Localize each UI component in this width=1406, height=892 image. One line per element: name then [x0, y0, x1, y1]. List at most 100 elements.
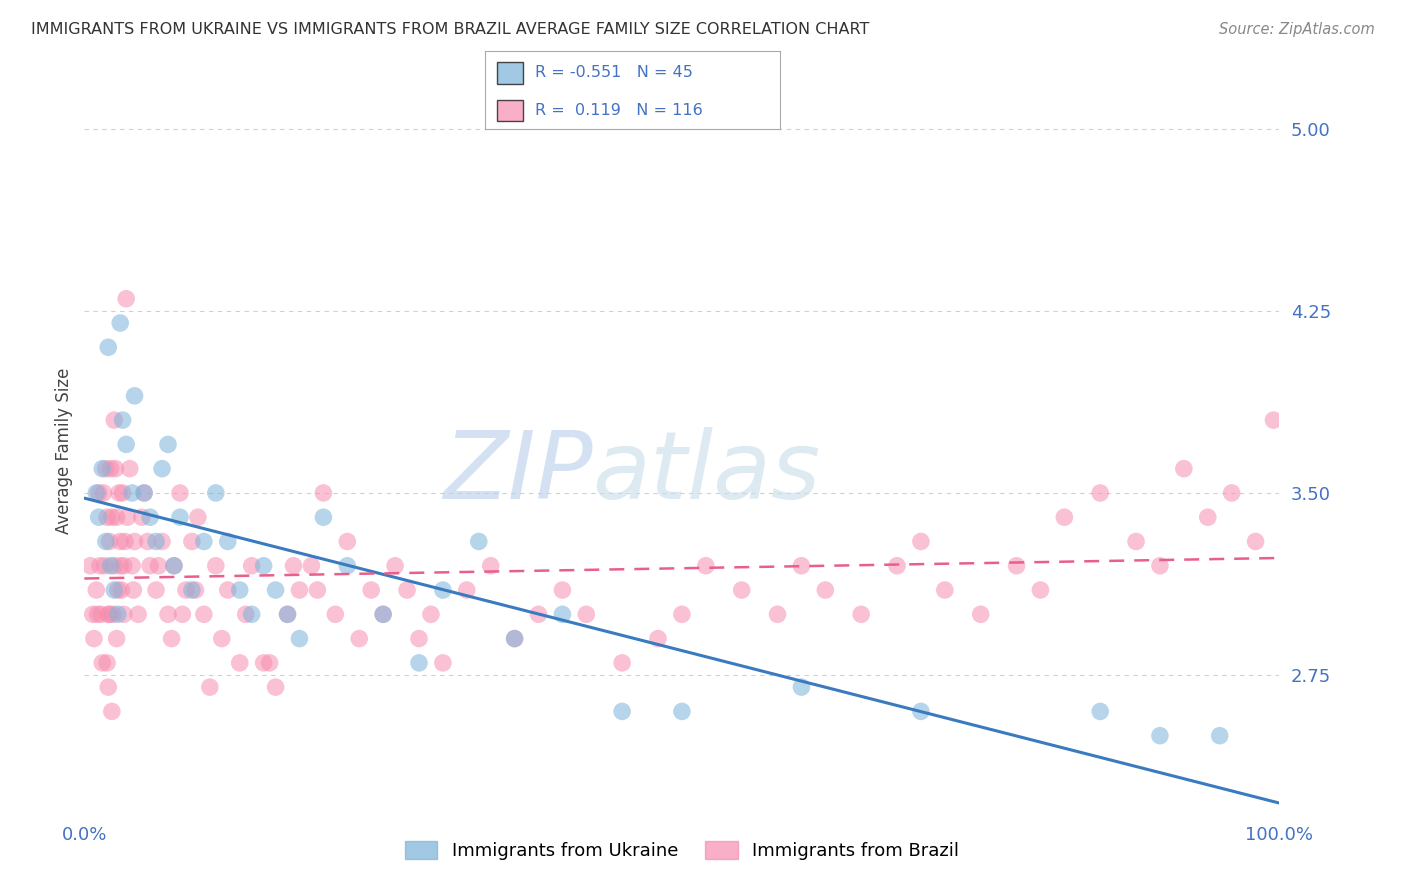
Point [174, 582, 197, 597]
Point [157, 607, 180, 622]
Point [94, 461, 117, 475]
Point [211, 632, 233, 646]
Point [121, 558, 143, 573]
Point [110, 582, 132, 597]
Point [118, 461, 141, 475]
Point [181, 534, 204, 549]
Point [336, 558, 359, 573]
Point [1090, 486, 1112, 500]
Point [83, 632, 105, 646]
Point [111, 413, 134, 427]
Point [89, 558, 111, 573]
Point [139, 510, 162, 524]
Point [112, 558, 135, 573]
Point [111, 486, 134, 500]
Point [886, 558, 908, 573]
Point [132, 486, 156, 500]
Point [373, 607, 395, 622]
Point [910, 705, 932, 719]
Text: IMMIGRANTS FROM UKRAINE VS IMMIGRANTS FROM BRAZIL AVERAGE FAMILY SIZE CORRELATIO: IMMIGRANTS FROM UKRAINE VS IMMIGRANTS FR… [31, 22, 869, 37]
Text: Source: ZipAtlas.com: Source: ZipAtlas.com [1219, 22, 1375, 37]
Point [79, 558, 101, 573]
Point [432, 656, 454, 670]
Point [105, 510, 128, 524]
Point [205, 486, 228, 500]
Point [910, 534, 932, 549]
Point [235, 607, 257, 622]
Point [479, 558, 502, 573]
Point [110, 534, 132, 549]
Point [253, 656, 276, 670]
Point [100, 558, 122, 573]
Point [127, 607, 149, 622]
Point [163, 558, 186, 573]
Point [187, 510, 209, 524]
Point [970, 607, 993, 622]
Point [97, 607, 120, 622]
Point [86, 486, 108, 500]
Point [124, 534, 146, 549]
Point [420, 607, 443, 622]
Point [1149, 558, 1171, 573]
Point [229, 656, 252, 670]
Text: atlas: atlas [592, 427, 821, 518]
Point [107, 607, 129, 622]
Point [90, 607, 112, 622]
Point [112, 607, 135, 622]
Point [1209, 729, 1232, 743]
Point [671, 705, 693, 719]
Point [100, 461, 122, 475]
Point [1220, 486, 1243, 500]
Point [264, 582, 287, 597]
Point [240, 607, 263, 622]
Point [551, 607, 574, 622]
Point [647, 632, 669, 646]
Point [551, 582, 574, 597]
Point [456, 582, 478, 597]
Point [193, 534, 215, 549]
Point [98, 534, 121, 549]
Point [105, 632, 128, 646]
Point [103, 582, 125, 597]
Point [150, 534, 173, 549]
Point [104, 461, 127, 475]
Point [766, 607, 789, 622]
Point [612, 656, 634, 670]
Point [139, 558, 162, 573]
Point [240, 558, 263, 573]
Text: R = -0.551   N = 45: R = -0.551 N = 45 [536, 65, 693, 80]
Point [1090, 705, 1112, 719]
Point [790, 558, 813, 573]
Point [612, 705, 634, 719]
Point [101, 510, 124, 524]
Point [851, 607, 873, 622]
Point [115, 292, 138, 306]
Point [93, 486, 115, 500]
Point [108, 486, 131, 500]
Point [1197, 510, 1219, 524]
Point [1263, 413, 1285, 427]
Point [1029, 582, 1052, 597]
Point [288, 632, 311, 646]
Point [307, 582, 329, 597]
Point [1244, 534, 1267, 549]
Point [136, 534, 159, 549]
Point [169, 486, 191, 500]
Point [408, 656, 430, 670]
Point [205, 558, 228, 573]
Point [96, 510, 118, 524]
Point [193, 607, 215, 622]
Point [259, 656, 281, 670]
Point [217, 534, 239, 549]
Point [91, 461, 114, 475]
Point [110, 558, 132, 573]
Text: R =  0.119   N = 116: R = 0.119 N = 116 [536, 103, 703, 118]
Point [101, 705, 124, 719]
Point [527, 607, 550, 622]
Text: ZIP: ZIP [443, 427, 592, 518]
Point [503, 632, 526, 646]
Point [117, 510, 139, 524]
Point [277, 607, 299, 622]
Point [107, 582, 129, 597]
Point [814, 582, 837, 597]
